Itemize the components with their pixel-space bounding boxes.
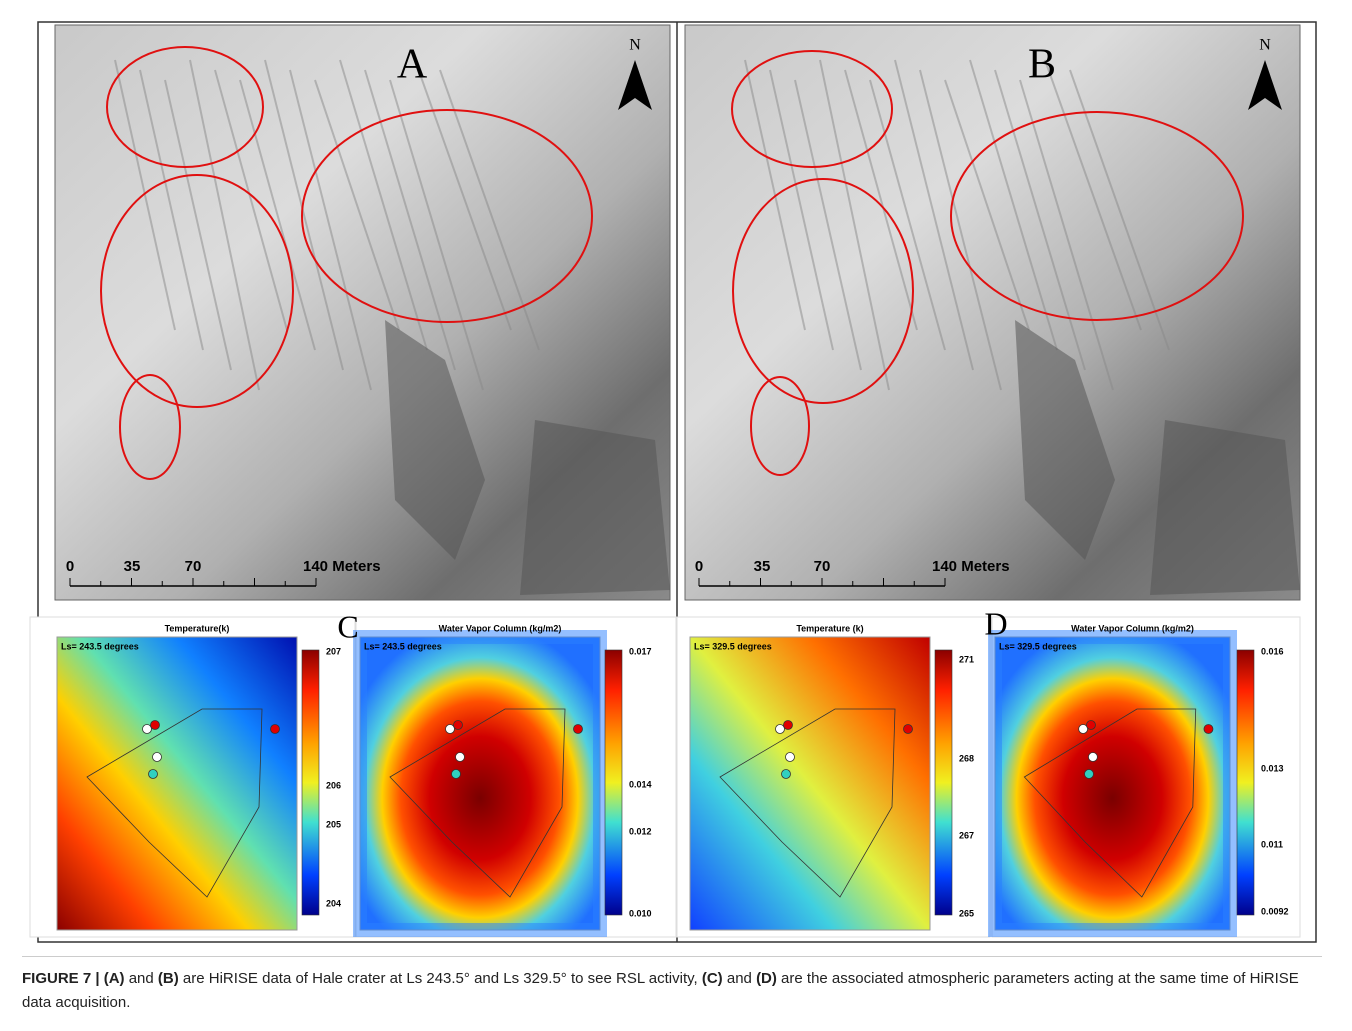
site-marker <box>452 770 461 779</box>
scale-label: 140 Meters <box>303 558 381 575</box>
colorbar-label: 0.016 <box>1261 646 1284 656</box>
site-marker <box>456 753 465 762</box>
panel-letter: D <box>984 605 1007 641</box>
caption-text: and <box>125 970 158 987</box>
site-marker <box>143 725 152 734</box>
site-marker <box>786 753 795 762</box>
colorbar-label: 271 <box>959 654 974 664</box>
panel-letter: A <box>397 42 428 88</box>
site-marker <box>784 721 793 730</box>
colorbar-label: 0.011 <box>1261 839 1283 849</box>
panel-letter: C <box>337 608 358 644</box>
map-ls: Ls= 243.5 degrees <box>61 641 139 651</box>
site-marker <box>1086 721 1095 730</box>
colorbar-label: 0.017 <box>629 646 652 656</box>
north-label: N <box>629 37 641 54</box>
colorbar <box>935 650 952 915</box>
caption-text: FIGURE 7 | (A) <box>22 970 125 987</box>
site-marker <box>446 725 455 734</box>
scale-label: 140 Meters <box>932 558 1010 575</box>
site-marker <box>1085 770 1094 779</box>
site-marker <box>574 725 583 734</box>
colorbar-label: 206 <box>326 780 341 790</box>
site-marker <box>271 725 280 734</box>
site-marker <box>782 770 791 779</box>
scale-label: 35 <box>124 558 141 575</box>
map-title: Water Vapor Column (kg/m2) <box>1071 623 1194 633</box>
colorbar <box>302 650 319 915</box>
colorbar <box>1237 650 1254 915</box>
map-ls: Ls= 243.5 degrees <box>364 641 442 651</box>
scale-label: 35 <box>754 558 771 575</box>
site-marker <box>1088 753 1097 762</box>
map-title: Temperature (k) <box>796 623 863 633</box>
site-marker <box>776 725 785 734</box>
colorbar-label: 267 <box>959 830 974 840</box>
map-title: Water Vapor Column (kg/m2) <box>439 623 562 633</box>
colorbar-label: 204 <box>326 898 341 908</box>
colorbar <box>605 650 622 915</box>
panel-letter: B <box>1028 42 1056 88</box>
caption-text: (D) <box>756 970 777 987</box>
site-marker <box>151 721 160 730</box>
map-title: Temperature(k) <box>165 623 230 633</box>
colorbar-label: 0.012 <box>629 826 652 836</box>
site-marker <box>1204 725 1213 734</box>
caption-text: and <box>723 970 756 987</box>
scale-label: 70 <box>814 558 831 575</box>
north-label: N <box>1259 37 1271 54</box>
colorbar-label: 268 <box>959 753 974 763</box>
map-ls: Ls= 329.5 degrees <box>694 641 772 651</box>
caption: FIGURE 7 | (A) and (B) are HiRISE data o… <box>22 956 1322 1015</box>
colorbar-label: 0.013 <box>1261 763 1284 773</box>
site-marker <box>454 721 463 730</box>
colorbar-label: 0.010 <box>629 908 652 918</box>
colorbar-label: 0.014 <box>629 779 652 789</box>
site-marker <box>153 753 162 762</box>
scale-label: 0 <box>695 558 703 575</box>
colorbar-label: 205 <box>326 819 341 829</box>
scale-label: 70 <box>185 558 202 575</box>
page: A N 0 35 70 140 Meters B N 0 35 70 140 Meters Temper… <box>0 0 1352 1031</box>
colorbar-label: 207 <box>326 646 341 656</box>
scale-label: 0 <box>66 558 74 575</box>
map-ls: Ls= 329.5 degrees <box>999 641 1077 651</box>
colorbar-label: 0.0092 <box>1261 906 1289 916</box>
colorbar-label: 265 <box>959 908 974 918</box>
caption-text: are HiRISE data of Hale crater at Ls 243… <box>179 970 702 987</box>
caption-text: (B) <box>158 970 179 987</box>
site-marker <box>149 770 158 779</box>
figure: A N 0 35 70 140 Meters B N 0 35 70 140 Meters Temper… <box>0 0 1352 950</box>
caption-text: (C) <box>702 970 723 987</box>
site-marker <box>904 725 913 734</box>
